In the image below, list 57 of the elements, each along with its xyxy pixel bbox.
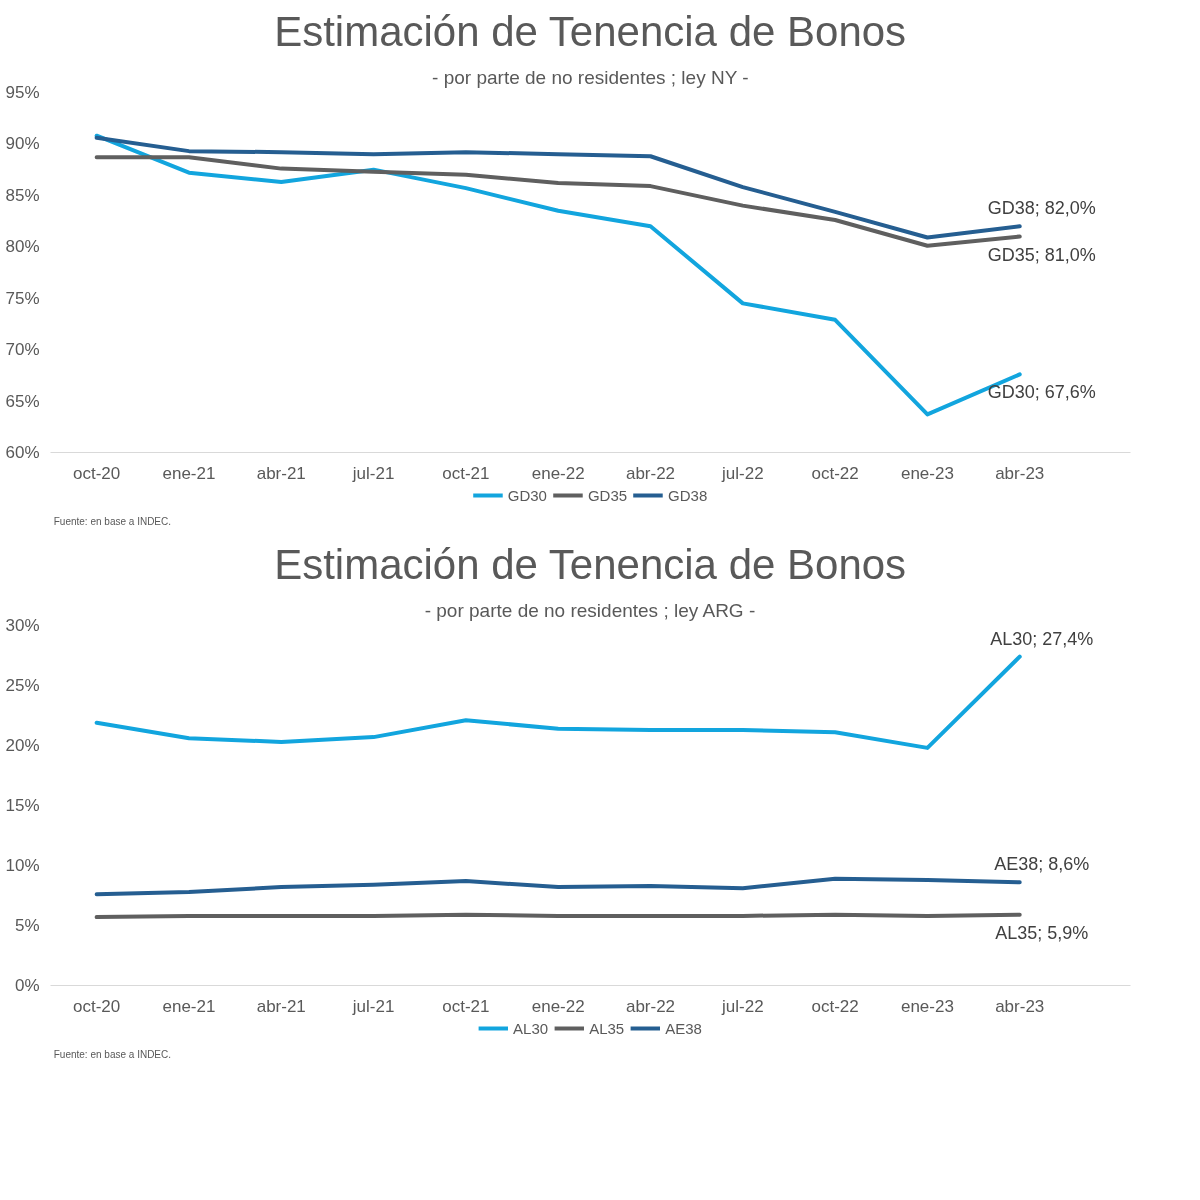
y-tick-label: 30% [5, 616, 40, 635]
x-tick-label: abr-22 [625, 996, 676, 1016]
y-tick-label: 0% [14, 976, 40, 995]
legend-label: GD30 [507, 486, 547, 504]
chart-subtitle: - por parte de no residentes ; ley ARG - [424, 599, 756, 621]
chart-title: Estimación de Tenencia de Bonos [274, 7, 907, 55]
y-tick-label: 70% [5, 340, 40, 360]
x-tick-label: ene-22 [531, 463, 585, 483]
y-tick-label: 25% [5, 676, 40, 695]
x-tick-label: jul-22 [721, 996, 764, 1016]
y-tick-label: 20% [5, 736, 40, 755]
y-tick-label: 60% [5, 443, 40, 462]
y-tick-label: 85% [5, 185, 40, 205]
source-note: Fuente: en base a INDEC. [53, 1049, 172, 1060]
legend-label: AL35 [589, 1019, 625, 1037]
chart-subtitle: - por parte de no residentes ; ley NY - [432, 66, 749, 88]
data-label: AL35; 5,9% [995, 922, 1089, 943]
x-tick-label: ene-21 [162, 996, 216, 1016]
x-tick-label: oct-22 [811, 996, 859, 1016]
x-tick-label: ene-21 [162, 463, 216, 483]
legend-label: AL30 [513, 1019, 549, 1037]
chart-title: Estimación de Tenencia de Bonos [274, 540, 907, 588]
legend-label: GD35 [587, 486, 628, 504]
x-tick-label: jul-22 [721, 463, 764, 483]
x-tick-label: oct-20 [73, 463, 121, 483]
y-tick-label: 75% [5, 288, 40, 308]
y-tick-label: 10% [5, 856, 40, 875]
y-tick-label: 80% [5, 237, 40, 257]
data-label: AE38; 8,6% [994, 854, 1090, 875]
data-label: GD35; 81,0% [987, 244, 1096, 265]
x-tick-label: oct-20 [73, 996, 121, 1016]
legend-label: AE38 [665, 1019, 702, 1037]
x-tick-label: abr-23 [995, 996, 1045, 1016]
data-label: GD30; 67,6% [987, 382, 1096, 403]
data-label: AL30; 27,4% [990, 628, 1094, 649]
y-tick-label: 95% [5, 83, 40, 102]
data-label: GD38; 82,0% [987, 198, 1096, 219]
x-tick-label: ene-22 [531, 996, 585, 1016]
line-series [94, 654, 1022, 750]
source-note: Fuente: en base a INDEC. [53, 516, 172, 527]
y-tick-label: 90% [5, 134, 40, 154]
x-tick-label: abr-23 [995, 463, 1045, 483]
legend-label: GD38 [668, 486, 708, 504]
x-tick-label: ene-23 [900, 996, 954, 1016]
x-tick-label: abr-22 [625, 463, 676, 483]
x-tick-label: oct-22 [811, 463, 859, 483]
x-tick-label: ene-23 [900, 463, 954, 483]
x-tick-label: abr-21 [256, 996, 306, 1016]
y-tick-label: 5% [14, 916, 40, 935]
x-tick-label: oct-21 [442, 463, 490, 483]
x-tick-label: jul-21 [351, 996, 395, 1016]
x-tick-label: oct-21 [442, 996, 490, 1016]
line-series [94, 876, 1022, 897]
x-tick-label: jul-21 [351, 463, 395, 483]
x-tick-label: abr-21 [256, 463, 306, 483]
y-tick-label: 65% [5, 391, 40, 411]
y-tick-label: 15% [5, 796, 40, 815]
